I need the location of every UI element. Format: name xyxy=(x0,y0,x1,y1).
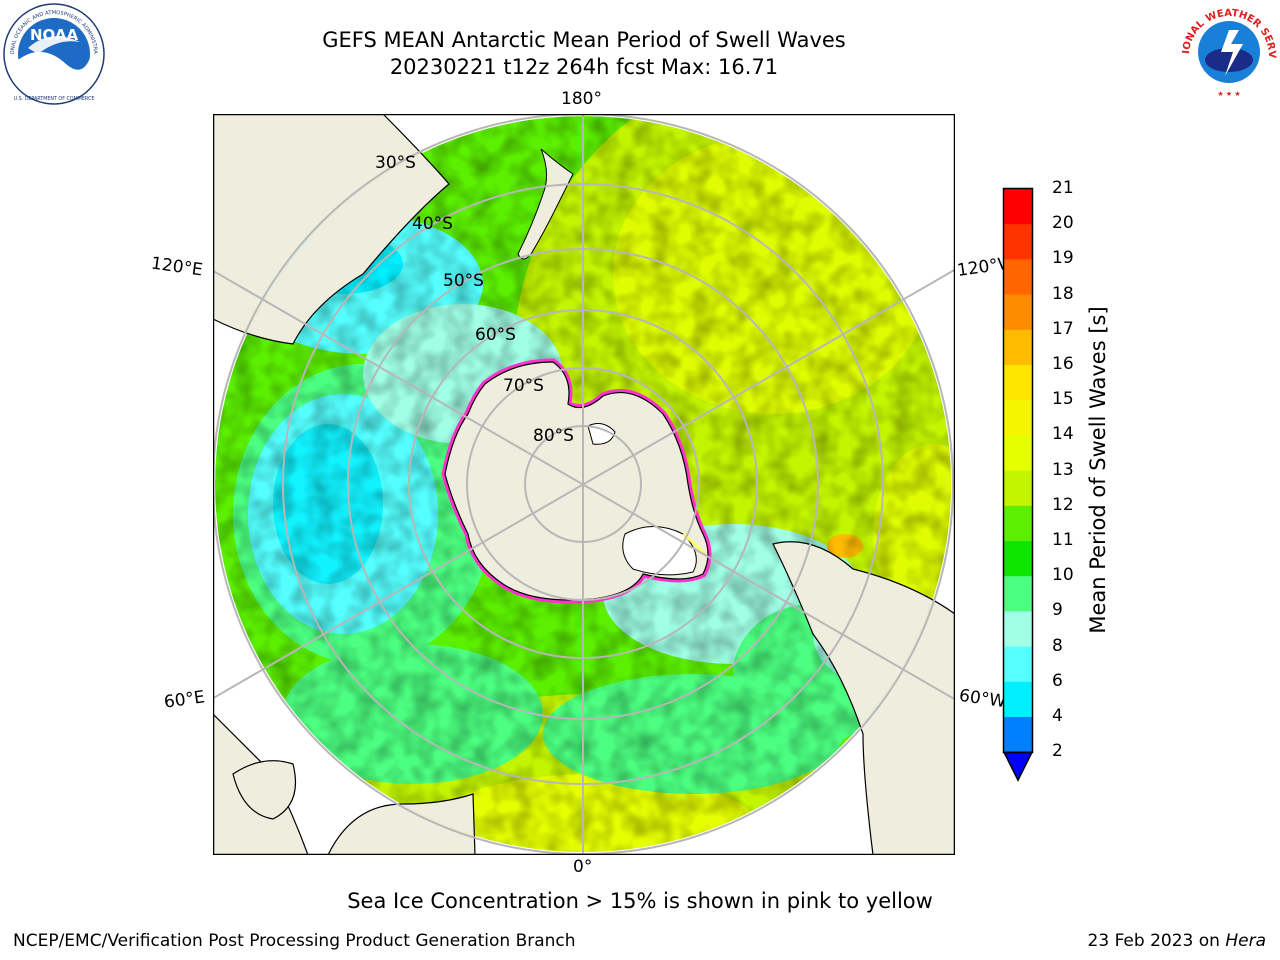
lat-label-70s: 70°S xyxy=(503,376,544,396)
colorbar-bin xyxy=(1004,224,1032,260)
colorbar-bin xyxy=(1004,365,1032,401)
colorbar-tick-label: 12 xyxy=(1052,494,1074,515)
sea-ice-caption: Sea Ice Concentration > 15% is shown in … xyxy=(347,889,933,913)
colorbar-bin xyxy=(1004,294,1032,331)
svg-text:★ ★ ★: ★ ★ ★ xyxy=(1217,90,1240,98)
colorbar-bin xyxy=(1004,611,1032,648)
lat-label-50s: 50°S xyxy=(443,271,484,291)
colorbar-tick-label: 9 xyxy=(1052,600,1063,621)
colorbar-tick-label: 10 xyxy=(1052,565,1074,586)
map-border xyxy=(213,114,955,855)
colorbar-bin xyxy=(1004,505,1032,542)
colorbar-tick-label: 8 xyxy=(1052,635,1063,656)
colorbar-bin xyxy=(1004,541,1032,577)
colorbar-tick-label: 15 xyxy=(1052,389,1074,410)
chart-title: GEFS MEAN Antarctic Mean Period of Swell… xyxy=(322,28,846,52)
colorbar-label: Mean Period of Swell Waves [s] xyxy=(1086,306,1110,634)
colorbar-tick-label: 6 xyxy=(1052,670,1063,691)
lon-label-120e: 120°E xyxy=(149,253,204,281)
footer-date-text: 23 Feb 2023 on xyxy=(1087,931,1226,951)
colorbar-bin xyxy=(1004,576,1032,612)
colorbar-tick-label: 18 xyxy=(1052,283,1074,304)
graticule xyxy=(213,114,955,855)
colorbar-bin xyxy=(1004,470,1032,507)
lat-label-60s: 60°S xyxy=(475,325,516,345)
colorbar-tick-label: 14 xyxy=(1052,424,1074,445)
lat-label-80s: 80°S xyxy=(533,426,574,446)
colorbar xyxy=(1002,187,1034,782)
lat-label-40s: 40°S xyxy=(412,214,453,234)
colorbar-bin xyxy=(1004,400,1032,436)
colorbar-extend-triangle xyxy=(1002,751,1034,782)
colorbar-tick-label: 21 xyxy=(1052,178,1074,198)
footer-credit: NCEP/EMC/Verification Post Processing Pr… xyxy=(13,931,576,951)
footer-machine: Hera xyxy=(1225,931,1266,951)
lon-label-60e: 60°E xyxy=(162,687,207,713)
colorbar-bin xyxy=(1004,259,1032,296)
colorbar-tick-label: 13 xyxy=(1052,459,1074,480)
lat-label-30s: 30°S xyxy=(375,153,416,173)
polar-map: 30°S 40°S 50°S 60°S 70°S 80°S xyxy=(213,114,955,855)
colorbar-bin xyxy=(1004,435,1032,472)
colorbar-bin xyxy=(1004,681,1032,718)
colorbar-tick-label: 2 xyxy=(1052,741,1063,762)
nws-logo: NATIONAL WEATHER SERVICE ★ ★ ★ xyxy=(1177,0,1277,100)
colorbar-bin xyxy=(1004,646,1032,683)
colorbar-tick-label: 16 xyxy=(1052,354,1074,374)
lon-label-0: 0° xyxy=(573,857,593,877)
colorbar-bin xyxy=(1004,189,1032,225)
noaa-bottom-text: U.S. DEPARTMENT OF COMMERCE xyxy=(14,96,95,102)
colorbar-tick-label: 20 xyxy=(1052,213,1074,234)
footer-date: 23 Feb 2023 on Hera xyxy=(1088,931,1266,951)
noaa-logo-text: NOAA xyxy=(30,26,79,44)
chart-subtitle: 20230221 t12z 264h fcst Max: 16.71 xyxy=(389,55,779,79)
colorbar-bin xyxy=(1004,329,1032,366)
colorbar-tick-label: 11 xyxy=(1052,530,1074,550)
colorbar-tick-label: 19 xyxy=(1052,248,1074,269)
lon-label-180: 180° xyxy=(561,89,602,109)
colorbar-bin xyxy=(1004,717,1032,753)
colorbar-tick-label: 4 xyxy=(1052,706,1063,726)
colorbar-tick-label: 17 xyxy=(1052,318,1074,339)
noaa-logo: NOAA NATIONAL OCEANIC AND ATMOSPHERIC AD… xyxy=(2,2,105,105)
